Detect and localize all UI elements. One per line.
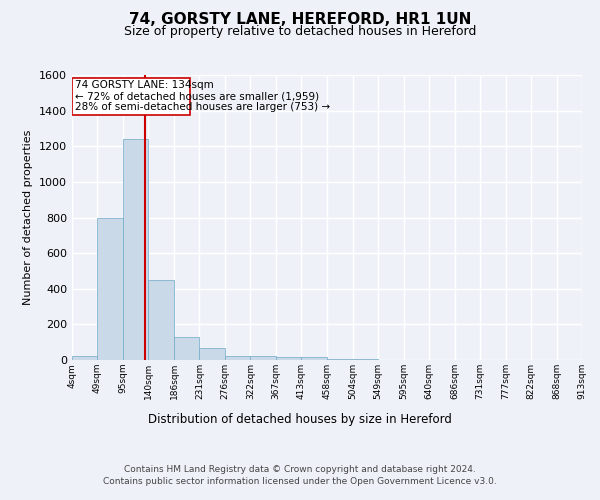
Bar xyxy=(327,359,353,360)
Text: 74 GORSTY LANE: 134sqm: 74 GORSTY LANE: 134sqm xyxy=(75,80,214,90)
Y-axis label: Number of detached properties: Number of detached properties xyxy=(23,130,34,305)
Text: ← 72% of detached houses are smaller (1,959): ← 72% of detached houses are smaller (1,… xyxy=(75,91,319,101)
Bar xyxy=(174,337,199,360)
Bar xyxy=(123,139,148,360)
Bar xyxy=(301,358,327,360)
Bar xyxy=(250,356,275,360)
Text: Contains HM Land Registry data © Crown copyright and database right 2024.: Contains HM Land Registry data © Crown c… xyxy=(124,465,476,474)
Text: Contains public sector information licensed under the Open Government Licence v3: Contains public sector information licen… xyxy=(103,478,497,486)
Bar xyxy=(275,358,301,360)
Text: Size of property relative to detached houses in Hereford: Size of property relative to detached ho… xyxy=(124,25,476,38)
Bar xyxy=(97,218,123,360)
Text: 74, GORSTY LANE, HEREFORD, HR1 1UN: 74, GORSTY LANE, HEREFORD, HR1 1UN xyxy=(129,12,471,28)
Bar xyxy=(199,348,224,360)
Bar xyxy=(72,356,97,360)
Text: Distribution of detached houses by size in Hereford: Distribution of detached houses by size … xyxy=(148,412,452,426)
Bar xyxy=(148,280,174,360)
Text: 28% of semi-detached houses are larger (753) →: 28% of semi-detached houses are larger (… xyxy=(75,102,330,112)
Bar xyxy=(224,356,250,360)
FancyBboxPatch shape xyxy=(72,78,190,115)
